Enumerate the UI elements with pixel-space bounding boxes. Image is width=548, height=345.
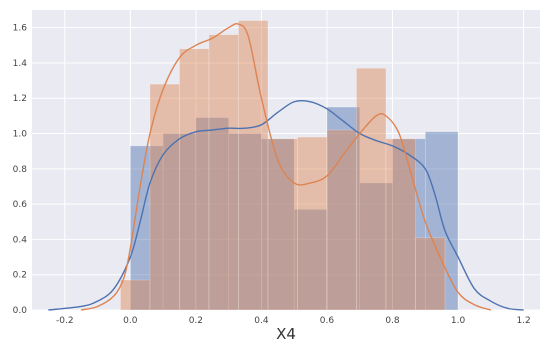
bar-series-1-8 [356,67,387,311]
x-tick-label: 1.2 [516,316,530,326]
bar-series-1-9 [385,138,416,311]
y-tick-label: 1.0 [13,130,28,140]
bar-series-0-3 [228,133,262,311]
bar-series-1-6 [297,136,328,311]
bar-series-0-7 [359,182,393,311]
x-tick-label: 0.0 [123,316,138,326]
x-tick-label: 1.0 [451,316,466,326]
bar-series-1-1 [149,83,180,311]
bar-series-1-0 [120,279,151,311]
y-tick-label: 0.8 [13,165,28,175]
x-tick-label: 0.4 [254,316,269,326]
x-axis-label: X4 [276,325,296,343]
y-tick-label: 1.6 [13,24,28,34]
y-tick-label: 1.4 [13,59,28,69]
kde-line-1 [81,23,492,311]
bar-series-1-5 [267,138,298,311]
y-tick-label: 0.6 [13,200,28,210]
histogram-bars [120,20,459,311]
bar-series-1-4 [238,20,269,311]
y-tick-label: 0.2 [13,271,27,281]
bar-series-0-2 [195,117,229,311]
x-tick-label: 0.2 [189,316,203,326]
bar-series-1-10 [415,237,446,311]
bar-series-0-1 [162,133,197,311]
grid-lines [32,10,540,311]
x-tick-label: 0.8 [385,316,400,326]
x-tick-labels: -0.2 0.0 0.2 0.4 0.6 0.8 1.0 1.2 [56,316,531,326]
x-tick-label: 0.6 [320,316,335,326]
x-tick-label: -0.2 [56,316,74,326]
bar-series-1-3 [208,34,239,311]
bar-series-0-4 [261,138,295,311]
kde-line-0 [48,99,524,311]
y-tick-label: 0.0 [13,306,28,316]
plot-background [32,10,540,310]
bar-series-0-0 [130,145,164,311]
y-tick-label: 1.2 [13,94,27,104]
y-tick-labels: 0.0 0.2 0.4 0.6 0.8 1.0 1.2 1.4 1.6 [13,24,28,316]
bar-series-1-7 [326,129,357,311]
kde-lines [48,23,524,311]
bar-series-1-2 [179,48,210,311]
y-tick-label: 0.4 [13,235,28,245]
bar-series-0-5 [293,209,328,311]
